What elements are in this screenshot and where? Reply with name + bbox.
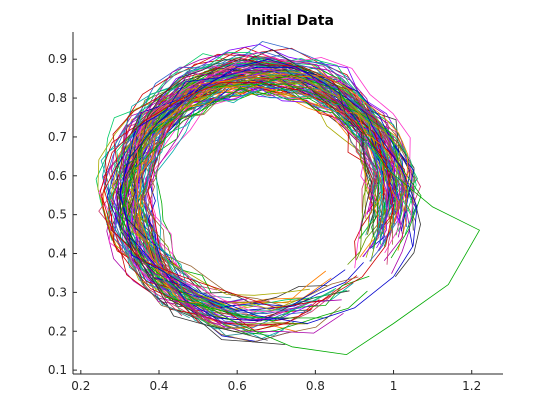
data-trace: [108, 57, 384, 319]
data-trace: [135, 91, 383, 300]
x-tick-label: 0.8: [306, 379, 325, 393]
y-tick-label: 0.3: [48, 285, 67, 299]
x-tick-label: 1.2: [462, 379, 481, 393]
data-trace: [119, 83, 422, 319]
data-trace: [156, 86, 399, 312]
data-trace: [130, 51, 415, 313]
x-tick-label: 0.4: [149, 379, 168, 393]
data-trace: [98, 73, 401, 317]
data-trace: [126, 49, 372, 263]
y-tick-label: 0.6: [48, 169, 67, 183]
data-trace: [119, 74, 480, 356]
y-tick-label: 0.7: [48, 130, 67, 144]
data-trace: [104, 58, 409, 324]
data-trace: [130, 69, 376, 304]
x-tick-label: 1: [390, 379, 398, 393]
data-trace: [136, 72, 409, 275]
data-trace: [119, 69, 384, 281]
data-trace: [121, 71, 371, 265]
data-trace: [100, 82, 394, 309]
data-trace: [147, 73, 385, 331]
chart-title: Initial Data: [246, 13, 334, 29]
y-tick-label: 0.4: [48, 247, 67, 261]
x-axis-ticks: 0.2 0.4 0.6 0.8 1 1.2: [71, 370, 481, 393]
y-tick-label: 0.8: [48, 91, 67, 105]
data-trace: [130, 44, 410, 314]
data-trace: [110, 53, 394, 326]
x-tick-label: 0.6: [228, 379, 247, 393]
y-tick-label: 0.1: [48, 363, 67, 377]
x-tick-label: 0.2: [71, 379, 90, 393]
data-trace: [130, 68, 388, 270]
trace-group: [95, 41, 480, 356]
y-tick-label: 0.9: [48, 52, 67, 66]
y-axis-ticks: 0.1 0.2 0.3 0.4 0.5 0.6 0.7 0.8 0.9: [48, 52, 77, 377]
y-tick-label: 0.2: [48, 324, 67, 338]
data-trace: [119, 58, 418, 324]
y-tick-label: 0.5: [48, 208, 67, 222]
data-trace: [137, 83, 401, 304]
